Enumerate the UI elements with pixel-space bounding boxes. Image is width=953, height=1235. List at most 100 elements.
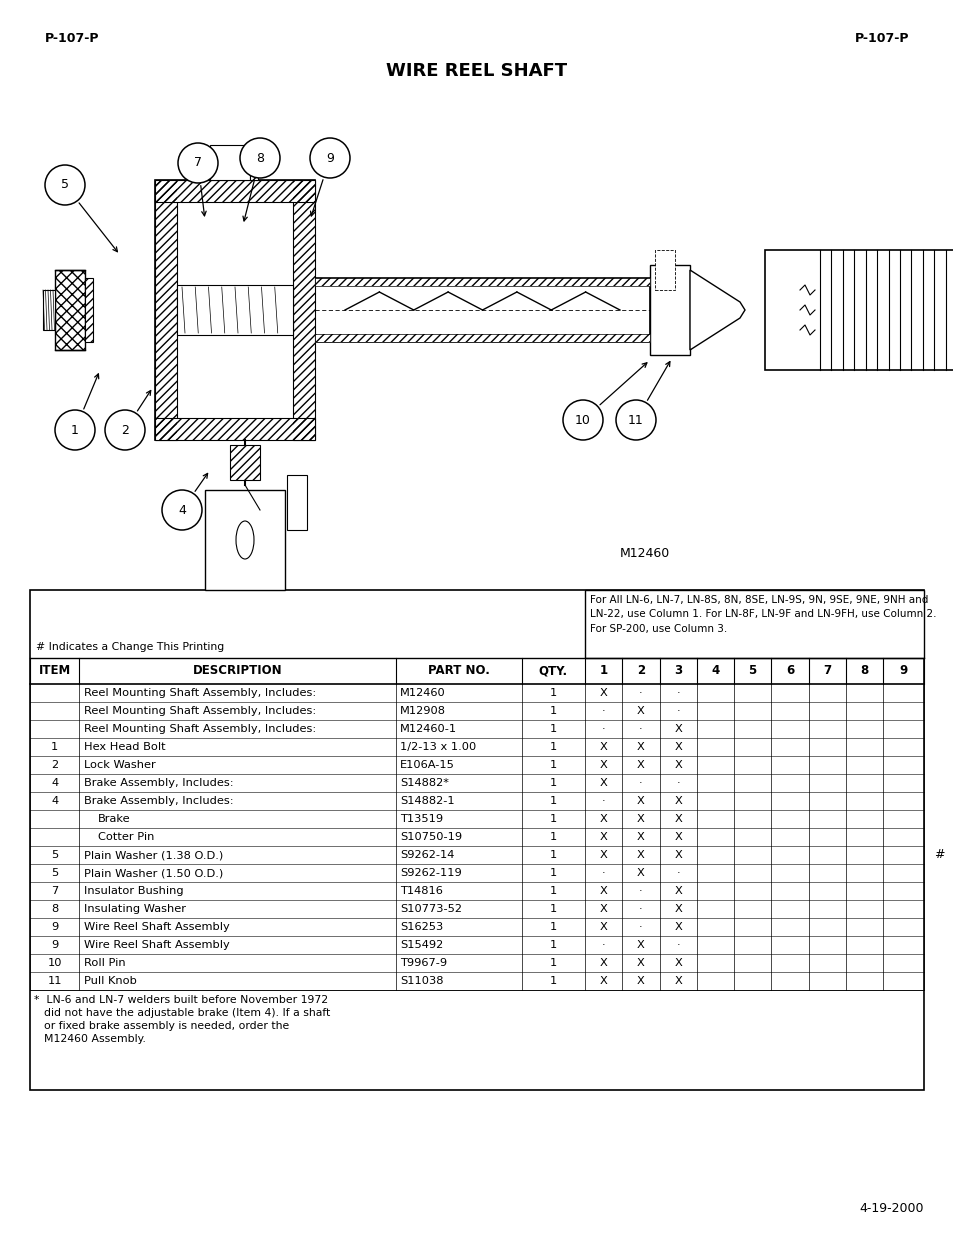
Text: ·: · [639, 688, 642, 698]
Circle shape [105, 410, 145, 450]
Text: X: X [674, 976, 681, 986]
Text: X: X [674, 904, 681, 914]
Bar [205, 490, 285, 590]
Text: 7: 7 [51, 885, 58, 897]
Text: 4-19-2000: 4-19-2000 [859, 1202, 923, 1215]
Text: X: X [637, 958, 644, 968]
Text: #: # [933, 848, 943, 862]
Text: S16253: S16253 [399, 923, 443, 932]
Text: S9262-14: S9262-14 [399, 850, 454, 860]
Text: 1: 1 [71, 424, 79, 436]
Text: ·: · [639, 724, 642, 734]
Text: 9: 9 [326, 152, 334, 164]
Text: PART NO.: PART NO. [428, 664, 489, 678]
Text: 7: 7 [193, 157, 202, 169]
Text: Cotter Pin: Cotter Pin [98, 832, 154, 842]
Text: M12460 Assembly.: M12460 Assembly. [44, 1034, 146, 1044]
Text: 1: 1 [549, 885, 557, 897]
Text: 3: 3 [674, 664, 681, 678]
Text: 1: 1 [598, 664, 607, 678]
Text: 1: 1 [549, 904, 557, 914]
Text: 1: 1 [549, 797, 557, 806]
Text: X: X [599, 832, 607, 842]
Text: Brake Assembly, Includes:: Brake Assembly, Includes: [84, 778, 233, 788]
Text: WIRE REEL SHAFT: WIRE REEL SHAFT [386, 62, 567, 80]
Text: 1: 1 [549, 923, 557, 932]
Bar [154, 180, 314, 203]
Text: P-107-P: P-107-P [854, 32, 908, 44]
Text: X: X [599, 814, 607, 824]
Text: did not have the adjustable brake (Item 4). If a shaft: did not have the adjustable brake (Item … [44, 1008, 330, 1018]
Text: 10: 10 [575, 414, 590, 426]
Text: E106A-15: E106A-15 [399, 760, 455, 769]
Text: ·: · [601, 868, 605, 878]
Bar [584, 590, 923, 658]
Text: 1: 1 [549, 688, 557, 698]
Text: ·: · [639, 904, 642, 914]
Circle shape [310, 138, 350, 178]
Text: X: X [599, 742, 607, 752]
Text: S10750-19: S10750-19 [399, 832, 461, 842]
Text: ·: · [601, 706, 605, 716]
Text: Reel Mounting Shaft Assembly, Includes:: Reel Mounting Shaft Assembly, Includes: [84, 706, 316, 716]
Circle shape [162, 490, 202, 530]
Text: 1: 1 [549, 814, 557, 824]
Text: ·: · [676, 778, 679, 788]
Bar [210, 144, 250, 180]
Text: X: X [674, 814, 681, 824]
Circle shape [240, 138, 280, 178]
Text: 7: 7 [822, 664, 830, 678]
Text: 5: 5 [748, 664, 756, 678]
Text: ·: · [601, 940, 605, 950]
Text: 9: 9 [899, 664, 906, 678]
Bar [85, 278, 92, 342]
Text: Pull Knob: Pull Knob [84, 976, 137, 986]
Text: X: X [599, 885, 607, 897]
Text: Reel Mounting Shaft Assembly, Includes:: Reel Mounting Shaft Assembly, Includes: [84, 688, 316, 698]
Text: T13519: T13519 [399, 814, 442, 824]
Text: X: X [599, 958, 607, 968]
Text: X: X [599, 688, 607, 698]
Text: DESCRIPTION: DESCRIPTION [193, 664, 282, 678]
Ellipse shape [235, 521, 253, 559]
Text: S11038: S11038 [399, 976, 443, 986]
Text: ·: · [676, 706, 679, 716]
Bar [154, 417, 314, 440]
Text: X: X [674, 832, 681, 842]
Text: 1/2-13 x 1.00: 1/2-13 x 1.00 [399, 742, 476, 752]
Bar [154, 180, 314, 203]
Bar [85, 278, 92, 342]
Bar [293, 180, 314, 440]
Text: M12460-1: M12460-1 [399, 724, 456, 734]
Text: X: X [599, 760, 607, 769]
Text: Plain Washer (1.50 O.D.): Plain Washer (1.50 O.D.) [84, 868, 223, 878]
Text: X: X [637, 850, 644, 860]
Text: Insulating Washer: Insulating Washer [84, 904, 186, 914]
Text: X: X [599, 778, 607, 788]
Bar [293, 180, 314, 440]
Text: S15492: S15492 [399, 940, 443, 950]
Text: T14816: T14816 [399, 885, 442, 897]
Text: X: X [599, 923, 607, 932]
Bar [154, 180, 177, 440]
Text: For All LN-6, LN-7, LN-8S, 8N, 8SE, LN-9S, 9N, 9SE, 9NE, 9NH and
LN-22, use Colu: For All LN-6, LN-7, LN-8S, 8N, 8SE, LN-9… [589, 595, 936, 634]
Text: QTY.: QTY. [538, 664, 567, 678]
Text: ·: · [601, 724, 605, 734]
Text: Wire Reel Shaft Assembly: Wire Reel Shaft Assembly [84, 940, 230, 950]
Text: 5: 5 [51, 868, 58, 878]
Circle shape [562, 400, 602, 440]
Bar [314, 278, 649, 287]
Text: ·: · [639, 778, 642, 788]
Text: X: X [599, 850, 607, 860]
Text: X: X [637, 742, 644, 752]
Bar [230, 445, 260, 480]
Text: 8: 8 [255, 152, 264, 164]
Bar [649, 266, 689, 354]
Text: S14882*: S14882* [399, 778, 448, 788]
Bar [314, 333, 649, 342]
Bar [154, 180, 314, 440]
Text: ITEM: ITEM [38, 664, 71, 678]
Bar [250, 144, 257, 180]
Circle shape [55, 410, 95, 450]
Bar [655, 249, 675, 290]
